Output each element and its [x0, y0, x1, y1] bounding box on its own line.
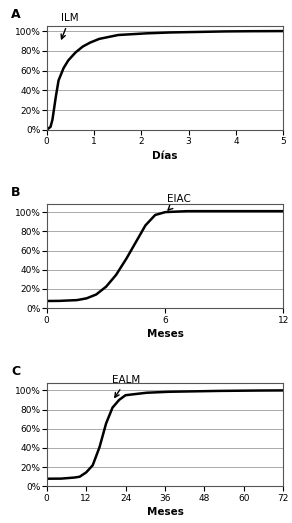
Text: EALM: EALM — [112, 374, 141, 397]
X-axis label: Días: Días — [152, 151, 178, 161]
X-axis label: Meses: Meses — [147, 507, 183, 517]
Text: A: A — [11, 8, 21, 21]
X-axis label: Meses: Meses — [147, 329, 183, 339]
Text: EIAC: EIAC — [167, 195, 191, 210]
Text: ILM: ILM — [61, 13, 79, 39]
Text: B: B — [11, 186, 21, 199]
Text: C: C — [11, 365, 20, 378]
